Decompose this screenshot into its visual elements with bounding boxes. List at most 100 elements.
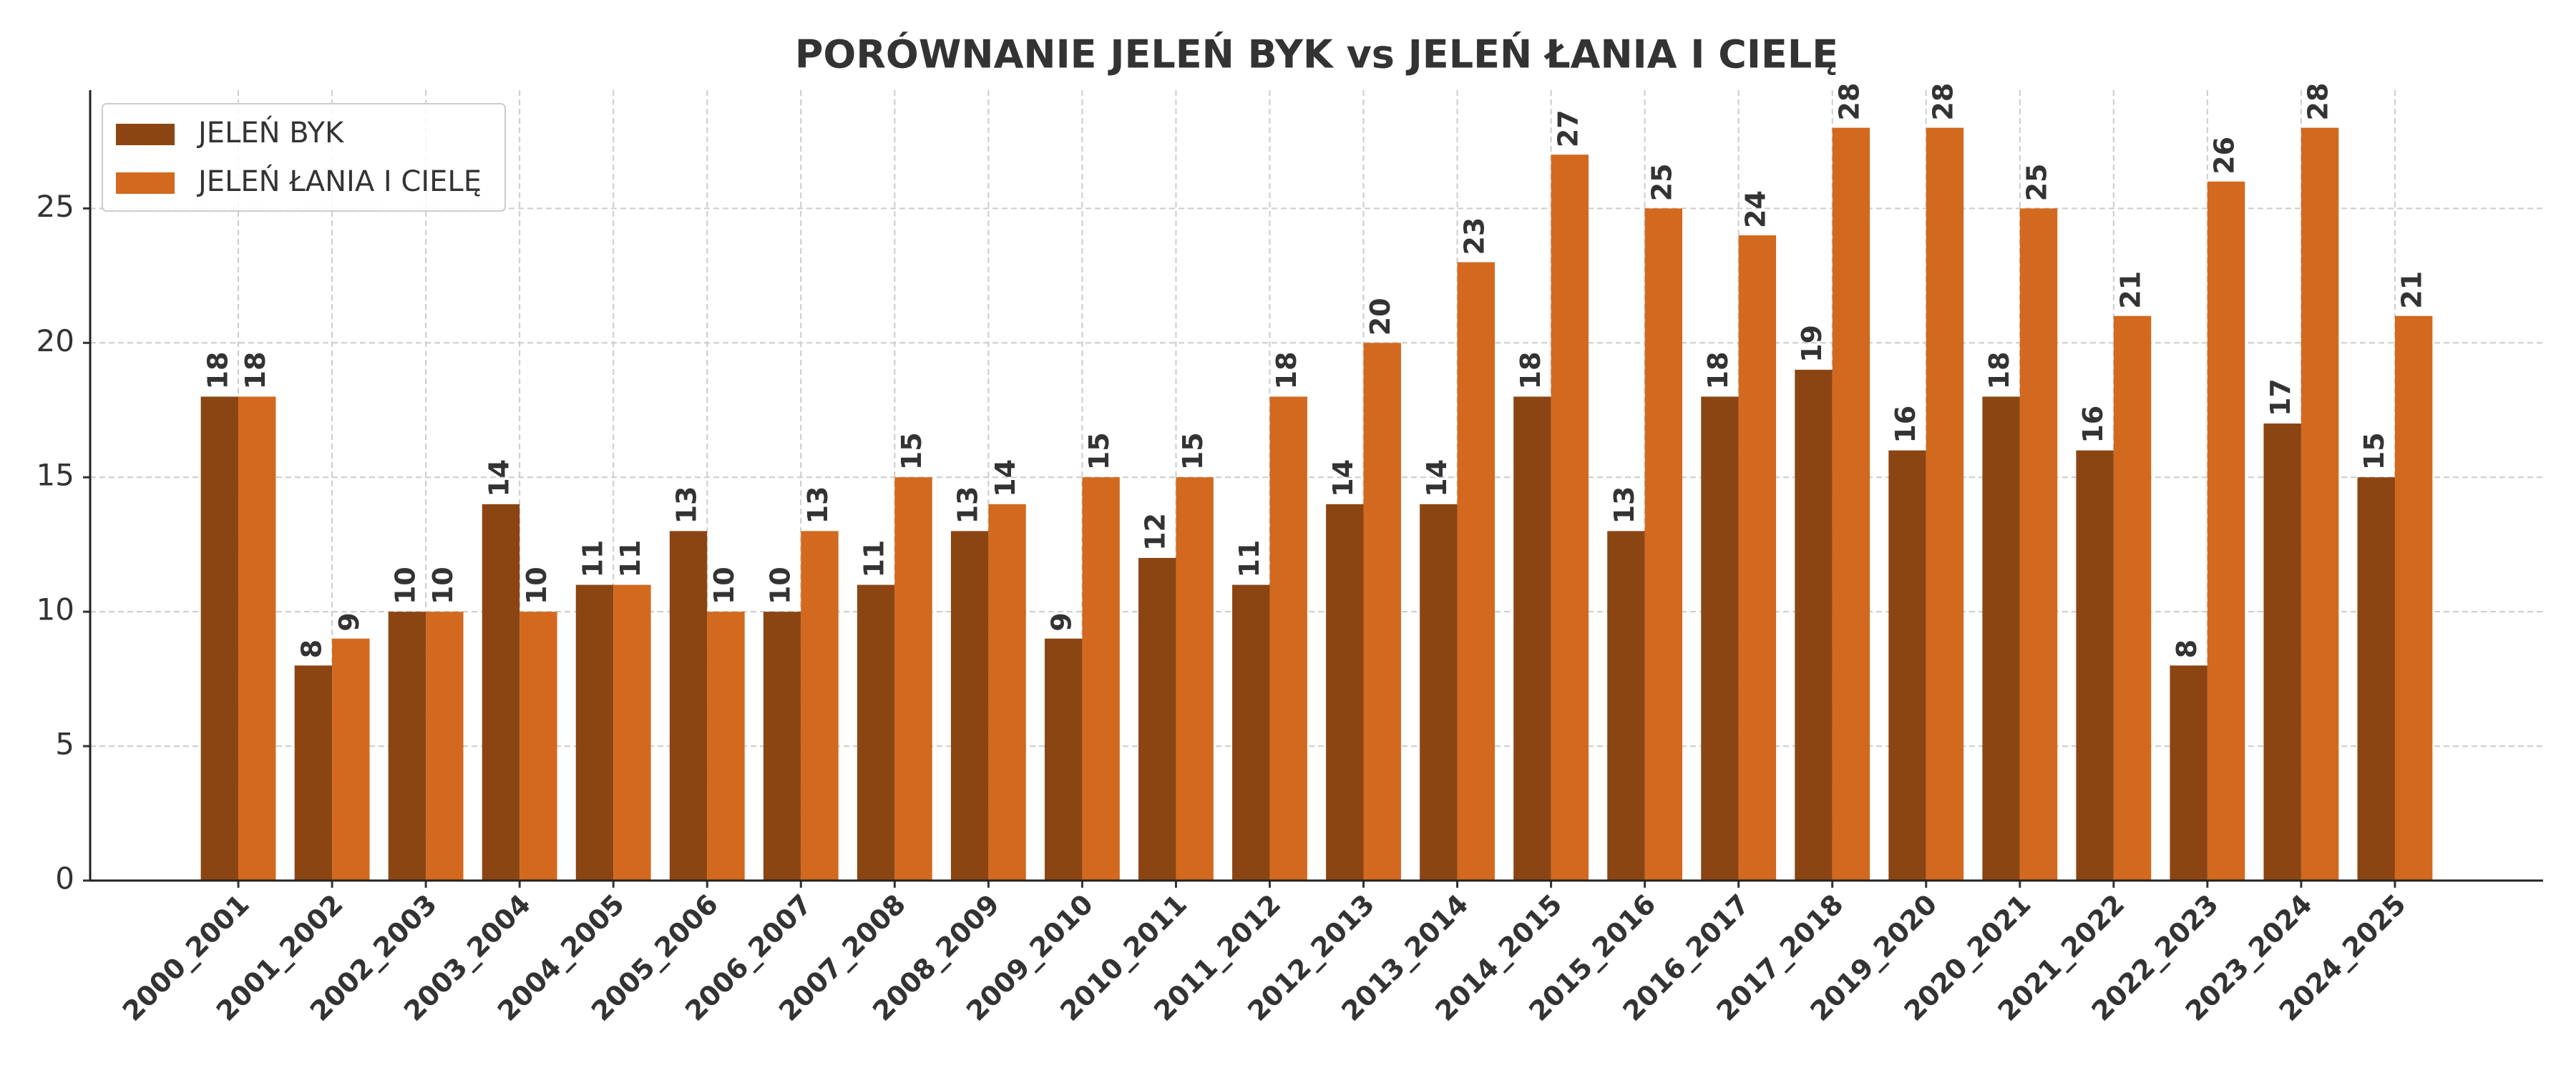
bar [2263,423,2301,881]
bar [2301,127,2339,881]
bar [1926,127,1964,881]
data-label: 13 [952,486,984,524]
data-label: 10 [427,567,459,604]
bar [332,638,370,881]
y-tick-label: 10 [36,592,74,627]
data-label: 25 [2021,163,2053,201]
bar [1738,235,1777,881]
data-label: 28 [2303,83,2334,121]
legend-label: JELEŃ ŁANIA I CIELĘ [196,164,482,198]
chart-title: PORÓWNANIE JELEŃ BYK vs JELEŃ ŁANIA I CI… [795,32,1838,77]
y-tick-label: 25 [36,189,74,224]
data-label: 10 [765,567,796,604]
bar [1832,127,1870,881]
legend-box [102,103,506,212]
data-label: 10 [521,567,552,604]
data-label: 18 [1271,352,1302,390]
data-label: 28 [1927,83,1958,121]
data-label: 9 [333,612,365,631]
bar [2207,181,2245,881]
bar [857,584,895,881]
data-label: 18 [1984,352,2015,390]
y-tick-label: 5 [55,727,74,762]
data-label: 27 [1552,109,1584,147]
data-label: 11 [615,540,646,578]
data-label: 10 [708,567,740,604]
data-label: 15 [896,432,927,470]
data-label: 14 [483,459,514,497]
data-label: 14 [1421,459,1453,497]
bar [613,584,651,881]
data-label: 14 [1327,459,1359,497]
data-label: 15 [2358,432,2390,470]
data-label: 26 [2209,137,2240,175]
bar [238,396,276,881]
data-label: 18 [202,352,233,390]
bar [426,612,464,881]
bar [1363,343,1401,881]
bar [2113,315,2152,881]
data-label: 18 [1515,352,1546,390]
bar [2076,450,2114,881]
bar [1701,396,1739,881]
bar [1513,396,1551,881]
data-label: 15 [1083,432,1115,470]
bar [1982,396,2020,881]
legend-swatch [116,124,175,145]
bar [1551,155,1589,881]
data-label: 13 [1609,486,1640,524]
y-tick-label: 0 [55,861,74,896]
y-tick-label: 15 [36,458,74,493]
data-label: 15 [1177,432,1209,470]
data-label: 13 [671,486,703,524]
bar [1644,208,1683,881]
bar [388,612,426,881]
bar [669,531,708,881]
bar [1457,262,1495,881]
bar [200,396,239,881]
bar [1044,638,1083,881]
bar [1176,477,1214,881]
bar [1420,504,1458,881]
y-tick-label: 20 [36,323,74,358]
bar [1795,369,1833,881]
data-label: 12 [1140,513,1171,551]
bar [988,504,1026,881]
bar [575,584,614,881]
bar [1888,450,1926,881]
bar [1269,396,1307,881]
bar [950,531,989,881]
bar [294,665,333,881]
data-label: 11 [1234,540,1265,578]
bar [1232,584,1270,881]
data-label: 11 [859,540,890,578]
legend-swatch [116,172,175,194]
data-label: 9 [1046,612,1078,631]
legend-label: JELEŃ BYK [196,115,345,150]
legend: JELEŃ BYK JELEŃ ŁANIA I CIELĘ [102,103,506,212]
bar [1326,504,1364,881]
data-label: 23 [1458,217,1490,255]
data-label: 18 [1702,352,1734,390]
data-label: 20 [1365,298,1396,335]
data-label: 25 [1646,163,1677,201]
bar [2019,208,2058,881]
data-label: 8 [296,640,327,658]
bar [1082,477,1120,881]
bar [482,504,520,881]
data-label: 8 [2171,640,2202,658]
data-label: 16 [2077,406,2109,444]
data-label: 28 [1833,83,1865,121]
data-label: 18 [240,352,271,390]
bar [1138,557,1176,881]
bar [801,531,839,881]
bar [707,612,745,881]
bar [1607,531,1645,881]
bar [2170,665,2207,881]
data-label: 14 [990,459,1021,497]
data-label: 16 [1890,406,1921,444]
bar [2394,315,2433,881]
bar [763,612,801,881]
bar [894,477,932,881]
